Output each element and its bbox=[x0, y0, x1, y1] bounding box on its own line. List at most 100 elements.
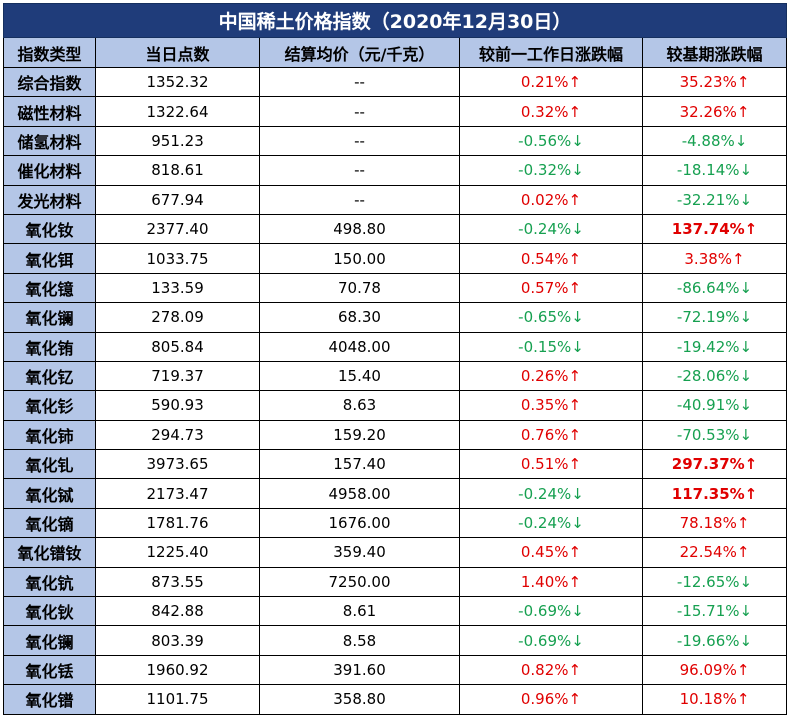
table-body: 综合指数 1352.32 -- 0.21%↑ 35.23%↑ 磁性材料 1322.64 -- 0… bbox=[3, 66, 788, 715]
table-row: 发光材料 677.94 -- 0.02%↑ -32.21%↓ bbox=[3, 184, 788, 215]
row-name-cell: 氧化钐 bbox=[3, 390, 96, 421]
row-price-cell: 8.61 bbox=[259, 596, 460, 627]
row-price-cell: 159.20 bbox=[259, 419, 460, 451]
row-day-change-cell: -0.32%↓ bbox=[459, 155, 643, 186]
row-price-cell: 1676.00 bbox=[259, 507, 460, 539]
row-price-cell: -- bbox=[259, 155, 460, 186]
table-row: 氧化镱 133.59 70.78 0.57%↑ -86.64%↓ bbox=[3, 272, 788, 304]
row-name-cell: 氧化镨钕 bbox=[3, 537, 96, 568]
row-points-cell: 677.94 bbox=[95, 184, 260, 215]
table-row: 催化材料 818.61 -- -0.32%↓ -18.14%↓ bbox=[3, 155, 788, 186]
row-name-cell: 氧化镝 bbox=[3, 507, 96, 539]
table-row: 氧化钆 3973.65 157.40 0.51%↑ 297.37%↑ bbox=[3, 449, 788, 480]
column-header-base-change: 较基期涨跌幅 bbox=[641, 37, 788, 68]
row-base-change-cell: -86.64%↓ bbox=[641, 272, 788, 304]
row-base-change-cell: 32.26%↑ bbox=[641, 96, 788, 127]
row-base-change-cell: 22.54%↑ bbox=[641, 537, 788, 568]
row-price-cell: 4958.00 bbox=[259, 478, 460, 509]
row-name-cell: 氧化铈 bbox=[3, 419, 96, 451]
row-day-change-cell: -0.65%↓ bbox=[459, 302, 643, 333]
table-row: 氧化钕 2377.40 498.80 -0.24%↓ 137.74%↑ bbox=[3, 213, 788, 245]
row-base-change-cell: -19.66%↓ bbox=[641, 625, 788, 656]
row-name-cell: 储氢材料 bbox=[3, 125, 96, 157]
row-points-cell: 873.55 bbox=[95, 566, 260, 598]
row-base-change-cell: -70.53%↓ bbox=[641, 419, 788, 451]
row-price-cell: 68.30 bbox=[259, 302, 460, 333]
row-price-cell: 15.40 bbox=[259, 360, 460, 392]
row-base-change-cell: -28.06%↓ bbox=[641, 360, 788, 392]
row-base-change-cell: 137.74%↑ bbox=[641, 213, 788, 245]
row-points-cell: 1225.40 bbox=[95, 537, 260, 568]
row-name-cell: 氧化铥 bbox=[3, 654, 96, 686]
column-header-type: 指数类型 bbox=[3, 37, 96, 68]
row-day-change-cell: 1.40%↑ bbox=[459, 566, 643, 598]
row-points-cell: 1322.64 bbox=[95, 96, 260, 127]
row-name-cell: 氧化镧 bbox=[3, 625, 96, 656]
row-points-cell: 818.61 bbox=[95, 155, 260, 186]
table-row: 氧化铽 2173.47 4958.00 -0.24%↓ 117.35%↑ bbox=[3, 478, 788, 509]
row-price-cell: 358.80 bbox=[259, 684, 460, 715]
row-name-cell: 催化材料 bbox=[3, 155, 96, 186]
price-index-table: 中国稀土价格指数（2020年12月30日） 指数类型 当日点数 结算均价（元/千… bbox=[2, 3, 788, 715]
row-name-cell: 综合指数 bbox=[3, 66, 96, 98]
row-name-cell: 磁性材料 bbox=[3, 96, 96, 127]
table-row: 氧化镝 1781.76 1676.00 -0.24%↓ 78.18%↑ bbox=[3, 507, 788, 539]
row-points-cell: 1960.92 bbox=[95, 654, 260, 686]
row-day-change-cell: -0.69%↓ bbox=[459, 625, 643, 656]
row-price-cell: 150.00 bbox=[259, 243, 460, 274]
row-name-cell: 氧化钬 bbox=[3, 596, 96, 627]
row-points-cell: 1101.75 bbox=[95, 684, 260, 715]
row-price-cell: -- bbox=[259, 184, 460, 215]
row-points-cell: 294.73 bbox=[95, 419, 260, 451]
table-row: 储氢材料 951.23 -- -0.56%↓ -4.88%↓ bbox=[3, 125, 788, 157]
row-base-change-cell: -72.19%↓ bbox=[641, 302, 788, 333]
row-points-cell: 2377.40 bbox=[95, 213, 260, 245]
row-points-cell: 133.59 bbox=[95, 272, 260, 304]
row-day-change-cell: 0.32%↑ bbox=[459, 96, 643, 127]
row-points-cell: 803.39 bbox=[95, 625, 260, 656]
row-day-change-cell: 0.51%↑ bbox=[459, 449, 643, 480]
row-name-cell: 氧化钕 bbox=[3, 213, 96, 245]
header-row: 指数类型 当日点数 结算均价（元/千克） 较前一工作日涨跌幅 较基期涨跌幅 bbox=[3, 37, 788, 68]
row-day-change-cell: 0.54%↑ bbox=[459, 243, 643, 274]
table-row: 磁性材料 1322.64 -- 0.32%↑ 32.26%↑ bbox=[3, 96, 788, 127]
table-row: 氧化钐 590.93 8.63 0.35%↑ -40.91%↓ bbox=[3, 390, 788, 421]
row-base-change-cell: 35.23%↑ bbox=[641, 66, 788, 98]
row-price-cell: 8.63 bbox=[259, 390, 460, 421]
row-day-change-cell: 0.76%↑ bbox=[459, 419, 643, 451]
row-base-change-cell: 117.35%↑ bbox=[641, 478, 788, 509]
row-name-cell: 氧化钆 bbox=[3, 449, 96, 480]
price-index-table-wrapper: 中国稀土价格指数（2020年12月30日） 指数类型 当日点数 结算均价（元/千… bbox=[2, 3, 788, 715]
row-base-change-cell: -18.14%↓ bbox=[641, 155, 788, 186]
row-points-cell: 1352.32 bbox=[95, 66, 260, 98]
table-row: 氧化钪 873.55 7250.00 1.40%↑ -12.65%↓ bbox=[3, 566, 788, 598]
row-points-cell: 1781.76 bbox=[95, 507, 260, 539]
row-day-change-cell: 0.21%↑ bbox=[459, 66, 643, 98]
row-day-change-cell: -0.24%↓ bbox=[459, 478, 643, 509]
row-price-cell: -- bbox=[259, 66, 460, 98]
row-day-change-cell: -0.24%↓ bbox=[459, 213, 643, 245]
row-day-change-cell: 0.96%↑ bbox=[459, 684, 643, 715]
table-row: 氧化镧 278.09 68.30 -0.65%↓ -72.19%↓ bbox=[3, 302, 788, 333]
table-row: 氧化钬 842.88 8.61 -0.69%↓ -15.71%↓ bbox=[3, 596, 788, 627]
title-row: 中国稀土价格指数（2020年12月30日） bbox=[2, 3, 788, 38]
row-price-cell: -- bbox=[259, 96, 460, 127]
table-row: 氧化镧 803.39 8.58 -0.69%↓ -19.66%↓ bbox=[3, 625, 788, 656]
row-price-cell: -- bbox=[259, 125, 460, 157]
row-base-change-cell: -32.21%↓ bbox=[641, 184, 788, 215]
column-header-points: 当日点数 bbox=[95, 37, 260, 68]
row-base-change-cell: 10.18%↑ bbox=[641, 684, 788, 715]
row-price-cell: 359.40 bbox=[259, 537, 460, 568]
table-row: 氧化铈 294.73 159.20 0.76%↑ -70.53%↓ bbox=[3, 419, 788, 451]
row-name-cell: 氧化镨 bbox=[3, 684, 96, 715]
row-base-change-cell: -4.88%↓ bbox=[641, 125, 788, 157]
row-price-cell: 70.78 bbox=[259, 272, 460, 304]
row-name-cell: 氧化镧 bbox=[3, 302, 96, 333]
row-points-cell: 719.37 bbox=[95, 360, 260, 392]
row-day-change-cell: 0.35%↑ bbox=[459, 390, 643, 421]
table-row: 氧化钇 719.37 15.40 0.26%↑ -28.06%↓ bbox=[3, 360, 788, 392]
row-base-change-cell: 297.37%↑ bbox=[641, 449, 788, 480]
row-points-cell: 842.88 bbox=[95, 596, 260, 627]
table-row: 氧化铒 1033.75 150.00 0.54%↑ 3.38%↑ bbox=[3, 243, 788, 274]
row-price-cell: 391.60 bbox=[259, 654, 460, 686]
